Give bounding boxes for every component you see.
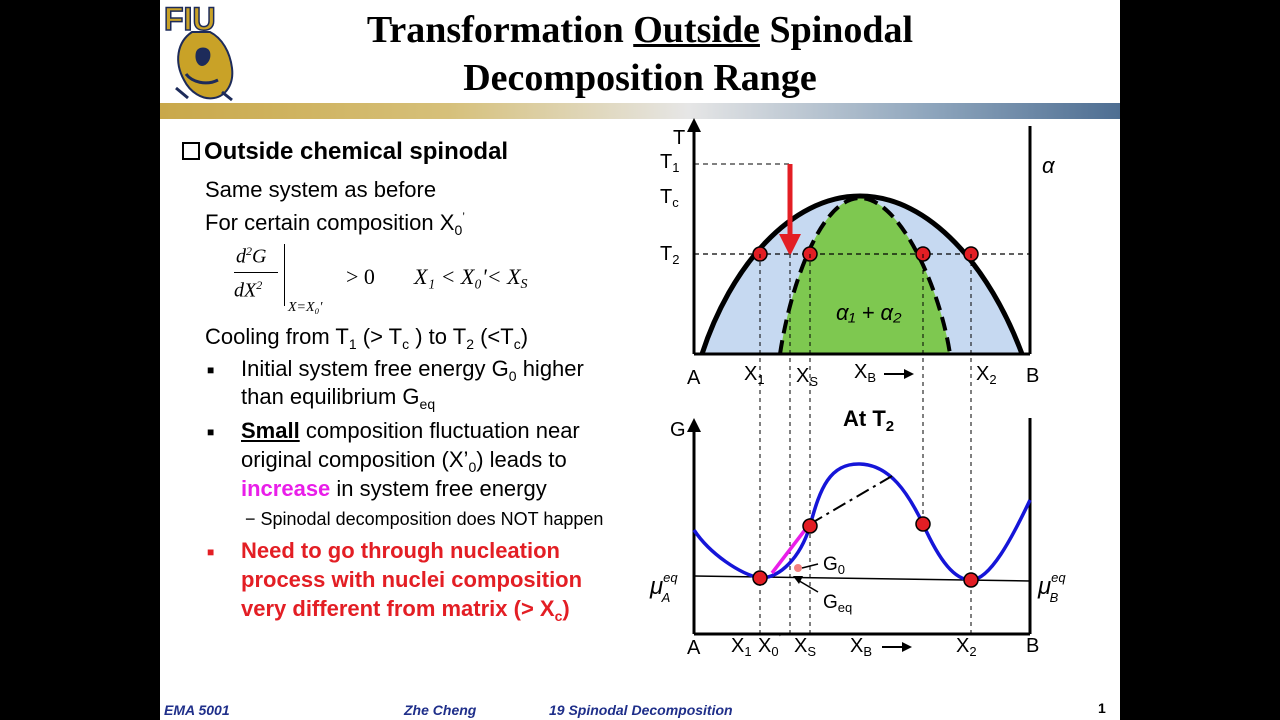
g-point-right-spinodal	[915, 516, 931, 532]
g-x2-label: X2	[956, 635, 977, 659]
square-bullet-icon: ■	[207, 363, 215, 377]
g-xs-label: XS	[794, 635, 816, 659]
y-axis-arrow-icon	[687, 118, 701, 132]
square-bullet-icon: ■	[207, 425, 215, 439]
phase-xs-label: XS	[796, 365, 818, 389]
phase-diagram	[687, 118, 1032, 356]
t1-label: T1	[660, 151, 679, 175]
g-axis-arrow-icon	[687, 418, 701, 432]
bullet-nucleation-1: Need to go through nucleation	[241, 538, 560, 563]
bullet-small-fluctuation-2: original composition (X’0) leads to	[241, 447, 567, 475]
phase-x2-label: X2	[976, 363, 997, 387]
bullet-nucleation-3: very different from matrix (> Xc)	[241, 596, 570, 624]
line-same-system: Same system as before	[205, 177, 437, 202]
g-a-label: A	[687, 637, 701, 659]
alpha-label: α	[1042, 153, 1056, 178]
mu-b-eq-label: μeq B	[1037, 570, 1066, 605]
mu-a-eq-label: μeq A	[649, 570, 678, 605]
tc-label: Tc	[660, 186, 679, 210]
section-heading: Outside chemical spinodal	[182, 138, 508, 166]
cooling-arrow-head-icon	[779, 234, 801, 256]
fiu-panther-logo: FIU	[163, 2, 234, 102]
g0-label: G0	[823, 554, 845, 577]
t2-label: T2	[660, 243, 679, 267]
phase-xb-arrow-icon	[904, 369, 914, 379]
axis-t-label: T	[673, 127, 685, 149]
page-number: 1	[1098, 700, 1106, 716]
phase-x1-label: X1	[744, 363, 765, 387]
slide: FIU Transformation Outside Spinodal Deco…	[160, 0, 1120, 720]
bullet-small-fluctuation-1: Small composition fluctuation near	[241, 418, 580, 443]
g-b-label: B	[1026, 635, 1039, 657]
phase-and-free-energy-diagrams: T T1 Tc T2 α α₁ + α₂ A X1 XS XB X2 B At …	[649, 118, 1066, 659]
dash-dot-tangent	[809, 475, 893, 525]
g-xb-arrow-icon	[902, 642, 912, 652]
bullet-initial-energy-1: Initial system free energy G0 higher	[241, 356, 584, 384]
line-certain-composition: For certain composition X0’	[205, 210, 465, 238]
g-point-x1	[752, 570, 768, 586]
g-x1-label: X1	[731, 635, 752, 659]
spinodal-region	[780, 198, 950, 354]
checkbox-bullet-icon	[182, 142, 200, 160]
bullet-nucleation-2: process with nuclei composition	[241, 567, 583, 592]
g-point-xs	[802, 518, 818, 534]
phase-b-label: B	[1026, 365, 1039, 387]
footer-course: EMA 5001	[164, 702, 230, 718]
sub-bullet-no-spinodal: − Spinodal decomposition does NOT happen	[245, 509, 604, 529]
geq-label: Geq	[823, 592, 852, 615]
geq-arrow-icon	[793, 576, 803, 584]
phase-a-label: A	[687, 367, 701, 389]
g-xb-label: XB	[850, 635, 872, 659]
footer-author: Zhe Cheng	[404, 702, 477, 718]
slide-title: Transformation Outside Spinodal Decompos…	[366, 9, 914, 99]
logo-text: FIU	[164, 2, 216, 37]
title-banner-bar	[160, 103, 1120, 119]
g0-marker	[794, 564, 802, 572]
line-cooling: Cooling from T1 (> Tc ) to T2 (<Tc)	[205, 324, 529, 352]
free-energy-curve	[692, 462, 1032, 582]
at-t2-label: At T2	[843, 406, 894, 435]
spinodal-curve	[778, 195, 952, 355]
g0-pointer	[801, 563, 819, 569]
bullet-initial-energy-2: than equilibrium Geq	[241, 384, 436, 412]
g-point-x2	[963, 572, 979, 588]
second-derivative-equation: d2G dX2 X=X₀′ > 0 X₁ < X₀'< XS	[234, 244, 528, 315]
phase-xb-label: XB	[854, 361, 876, 385]
g-x0-label: X0’	[758, 631, 781, 659]
local-tangent-line	[770, 524, 810, 575]
g-axis-label: G	[670, 419, 686, 441]
bullet-small-fluctuation-3: increase in system free energy	[241, 476, 547, 501]
footer-topic: 19 Spinodal Decomposition	[549, 702, 733, 718]
miscibility-gap-curve	[699, 193, 1025, 355]
two-phase-label: α₁ + α₂	[836, 300, 902, 325]
square-bullet-icon: ■	[207, 545, 215, 559]
